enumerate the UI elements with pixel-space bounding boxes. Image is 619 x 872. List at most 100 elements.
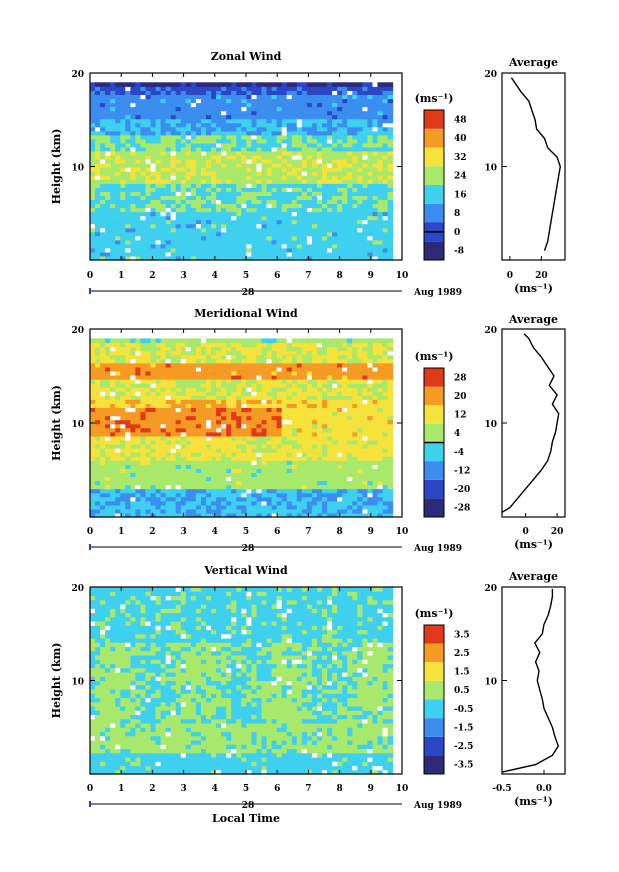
heatmap-cell — [201, 163, 207, 168]
heatmap-cell — [306, 167, 313, 172]
heatmap-cell — [195, 171, 202, 176]
heatmap-cell — [317, 183, 323, 188]
heatmap-cell — [120, 183, 126, 188]
heatmap-cell — [211, 227, 217, 233]
heatmap-cell — [100, 102, 106, 108]
heatmap-cell — [236, 350, 242, 356]
heatmap-cell — [231, 374, 237, 380]
heatmap-cell — [175, 227, 182, 233]
heatmap-cell — [306, 464, 313, 469]
heatmap-cell — [211, 379, 217, 384]
heatmap-cell — [327, 435, 333, 441]
heatmap-cell — [387, 256, 394, 261]
heatmap-cell — [266, 187, 273, 192]
heatmap-cell — [110, 151, 116, 156]
heatmap-cell — [271, 114, 278, 120]
heatmap-cell — [291, 215, 298, 221]
heatmap-cell — [150, 411, 157, 417]
heatmap-cell — [231, 379, 237, 384]
heatmap-cell — [110, 219, 116, 225]
heatmap-cell — [221, 391, 227, 396]
heatmap-cell — [352, 175, 358, 180]
heatmap-cell — [256, 350, 263, 356]
heatmap-cell — [301, 231, 308, 237]
heatmap-cell — [190, 223, 197, 229]
heatmap-cell — [135, 159, 141, 164]
heatmap-cell — [130, 90, 136, 95]
heatmap-cell — [347, 146, 353, 152]
heatmap-cell — [291, 480, 298, 486]
heatmap-cell — [327, 114, 333, 120]
heatmap-cell — [276, 370, 283, 376]
heatmap-cell — [241, 163, 247, 168]
heatmap-cell — [256, 374, 263, 380]
heatmap-cell — [246, 247, 252, 253]
heatmap-cell — [281, 399, 288, 404]
heatmap-cell — [150, 448, 157, 453]
heatmap-cell — [195, 431, 202, 437]
heatmap-cell — [211, 460, 217, 465]
heatmap-cell — [160, 338, 167, 344]
heatmap-cell — [221, 142, 227, 148]
heatmap-cell — [266, 94, 273, 100]
heatmap-cell — [347, 159, 353, 164]
heatmap-cell — [347, 387, 353, 392]
heatmap-cell — [251, 488, 257, 494]
heatmap-cell — [105, 159, 111, 164]
heatmap-cell — [130, 130, 136, 136]
heatmap-cell — [342, 415, 348, 421]
heatmap-cell — [372, 98, 379, 104]
heatmap-cell — [266, 211, 273, 217]
heatmap-cell — [311, 472, 318, 478]
heatmap-cell — [211, 464, 217, 469]
heatmap-cell — [286, 387, 293, 392]
heatmap-cell — [281, 443, 288, 449]
heatmap-cell — [140, 362, 146, 368]
heatmap-cell — [322, 122, 328, 128]
heatmap-cell — [322, 179, 328, 184]
heatmap-cell — [95, 480, 101, 486]
heatmap-cell — [306, 247, 313, 253]
heatmap-cell — [110, 488, 116, 494]
heatmap-cell — [90, 98, 96, 104]
heatmap-cell — [90, 223, 96, 229]
heatmap-cell — [271, 338, 278, 344]
heatmap-cell — [241, 138, 247, 144]
heatmap-cell — [332, 227, 338, 233]
y-tick-label: 20 — [71, 70, 84, 80]
heatmap-cell — [236, 138, 242, 144]
heatmap-cell — [246, 134, 252, 140]
heatmap-cell — [226, 106, 232, 112]
heatmap-cell — [130, 179, 136, 184]
heatmap-cell — [342, 399, 348, 404]
heatmap-cell — [342, 219, 348, 225]
heatmap-cell — [327, 480, 333, 486]
heatmap-cell — [281, 354, 288, 360]
heatmap-cell — [165, 191, 172, 196]
heatmap-cell — [311, 235, 318, 241]
heatmap-cell — [276, 488, 283, 494]
heatmap-cell — [150, 118, 157, 124]
heatmap-cell — [170, 167, 177, 172]
heatmap-cell — [362, 90, 368, 95]
heatmap-cell — [95, 231, 101, 237]
heatmap-cell — [90, 342, 96, 348]
heatmap-cell — [201, 146, 207, 152]
heatmap-cell — [150, 379, 157, 384]
heatmap-cell — [251, 191, 257, 196]
heatmap-cell — [165, 484, 172, 490]
heatmap-cell — [190, 211, 197, 217]
heatmap-cell — [95, 175, 101, 180]
heatmap-cell — [135, 102, 141, 108]
heatmap-cell — [372, 82, 379, 87]
heatmap-cell — [135, 358, 141, 364]
heatmap-cell — [327, 207, 333, 213]
heatmap-cell — [180, 243, 187, 249]
heatmap-cell — [165, 358, 172, 364]
heatmap-cell — [125, 134, 131, 140]
heatmap-cell — [226, 476, 232, 482]
heatmap-cell — [301, 203, 308, 209]
heatmap-cell — [211, 98, 217, 104]
heatmap-cell — [306, 362, 313, 368]
heatmap-cell — [291, 395, 298, 400]
